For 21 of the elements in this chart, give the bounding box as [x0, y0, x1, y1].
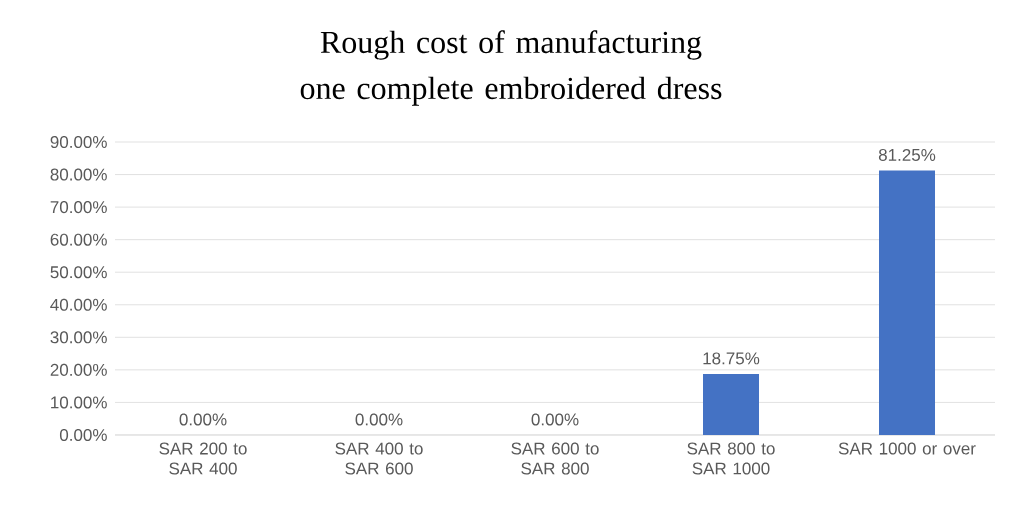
data-label: 0.00% — [355, 413, 403, 426]
y-tick-label: 60.00% — [50, 233, 107, 246]
chart-title: Rough cost of manufacturing one complete embroidered dress — [300, 30, 722, 106]
x-tick-label: SAR 200 to SAR 400 — [159, 442, 247, 475]
data-label: 0.00% — [179, 413, 227, 426]
data-label: 18.75% — [703, 352, 760, 365]
y-tick-label: 80.00% — [50, 168, 107, 181]
y-tick-label: 20.00% — [50, 363, 107, 376]
y-tick-label: 30.00% — [50, 331, 107, 344]
x-tick-label: SAR 600 to SAR 800 — [511, 442, 599, 475]
y-tick-label: 70.00% — [50, 201, 107, 214]
x-tick-label: SAR 400 to SAR 600 — [335, 442, 423, 475]
data-label: 81.25% — [878, 148, 936, 161]
y-tick-label: 10.00% — [51, 396, 107, 409]
x-tick-label: SAR 800 to SAR 1000 — [687, 442, 775, 475]
y-tick-label: 50.00% — [50, 266, 107, 279]
y-tick-label: 40.00% — [50, 298, 107, 311]
y-tick-label: 0.00% — [59, 428, 107, 442]
data-label: 0.00% — [531, 413, 579, 426]
y-tick-label: 90.00% — [50, 135, 107, 149]
x-tick-label: SAR 1000 or over — [838, 442, 976, 455]
